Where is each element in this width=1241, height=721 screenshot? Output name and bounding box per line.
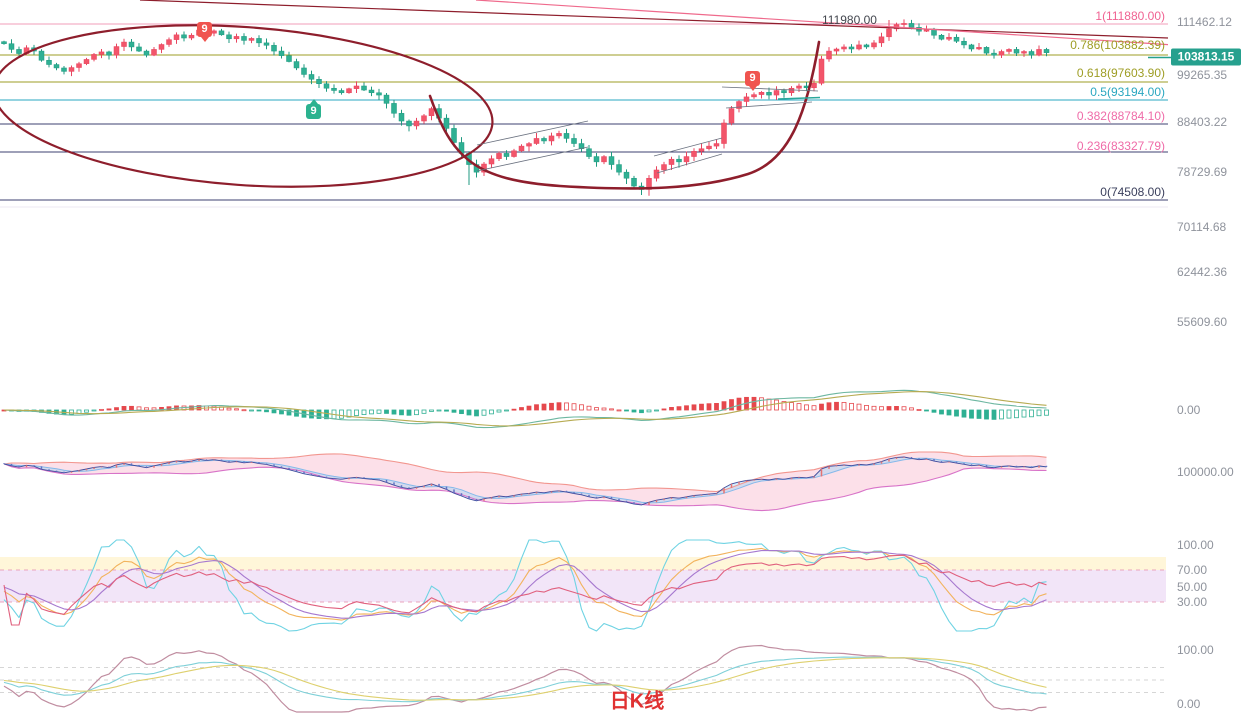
- td9-badge: 9: [306, 99, 321, 119]
- timeframe-label: 日K线: [609, 690, 665, 713]
- td9-badge: 9: [197, 22, 212, 42]
- peak-price-label: 111980.00: [822, 13, 877, 27]
- td9-badge: 9: [745, 71, 760, 91]
- current-price-badge: 103813.15: [1171, 48, 1241, 66]
